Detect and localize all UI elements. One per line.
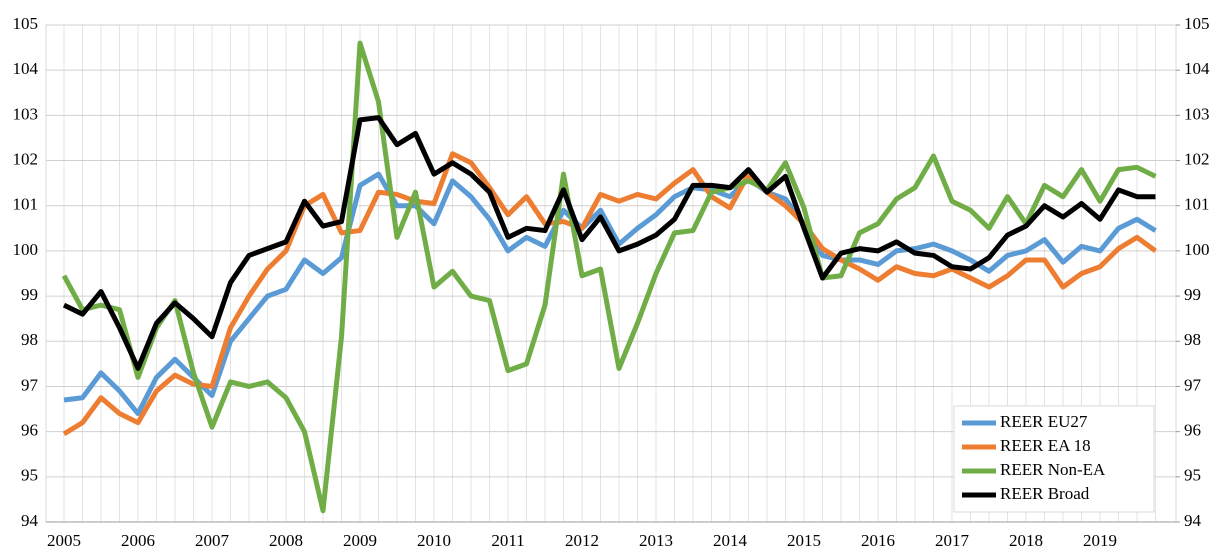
x-tick-label: 2005 — [47, 531, 81, 550]
y2-tick-label: 99 — [1184, 285, 1201, 304]
x-tick-label: 2007 — [195, 531, 230, 550]
series-line — [63, 171, 1157, 417]
x-tick-label: 2010 — [417, 531, 451, 550]
x-tick-label: 2015 — [787, 531, 821, 550]
legend-label: REER EU27 — [1000, 412, 1088, 431]
y-tick-label: 96 — [21, 421, 38, 440]
y2-tick-label: 97 — [1184, 375, 1202, 394]
y2-tick-label: 95 — [1184, 466, 1201, 485]
y-tick-label: 98 — [21, 330, 38, 349]
y-tick-label: 100 — [13, 240, 39, 259]
legend-label: REER Broad — [1000, 484, 1090, 503]
x-tick-label: 2014 — [713, 531, 748, 550]
series-line — [62, 151, 1157, 437]
x-tick-label: 2016 — [861, 531, 895, 550]
y2-tick-label: 101 — [1184, 195, 1210, 214]
y2-tick-label: 105 — [1184, 14, 1210, 33]
y-tick-label: 102 — [13, 149, 39, 168]
y2-tick-label: 102 — [1184, 149, 1210, 168]
x-tick-label: 2011 — [491, 531, 524, 550]
y-tick-label: 95 — [21, 466, 38, 485]
y-tick-label: 94 — [21, 511, 39, 530]
y2-tick-label: 98 — [1184, 330, 1201, 349]
y2-tick-label: 104 — [1184, 59, 1210, 78]
legend-label: REER EA 18 — [1000, 436, 1091, 455]
x-tick-label: 2012 — [565, 531, 599, 550]
x-tick-label: 2017 — [935, 531, 970, 550]
series-line — [61, 40, 1157, 514]
y2-tick-label: 100 — [1184, 240, 1210, 259]
x-tick-label: 2009 — [343, 531, 377, 550]
legend: REER EU27 REER EA 18 REER Non-EA REER Broad — [953, 405, 1155, 513]
y2-tick-label: 96 — [1184, 421, 1201, 440]
x-tick-label: 2018 — [1009, 531, 1043, 550]
y-tick-label: 104 — [13, 59, 39, 78]
y2-tick-label: 103 — [1184, 104, 1210, 123]
x-tick-label: 2013 — [639, 531, 673, 550]
legend-label: REER Non-EA — [1000, 460, 1106, 479]
series-line — [62, 115, 1156, 371]
y-tick-label: 103 — [13, 104, 39, 123]
y-tick-label: 105 — [13, 14, 39, 33]
x-tick-label: 2006 — [121, 531, 155, 550]
y2-tick-label: 94 — [1184, 511, 1202, 530]
x-tick-label: 2008 — [269, 531, 303, 550]
x-tick-label: 2019 — [1083, 531, 1117, 550]
y-tick-label: 101 — [13, 195, 39, 214]
y-tick-label: 97 — [21, 375, 39, 394]
y-tick-label: 99 — [21, 285, 38, 304]
